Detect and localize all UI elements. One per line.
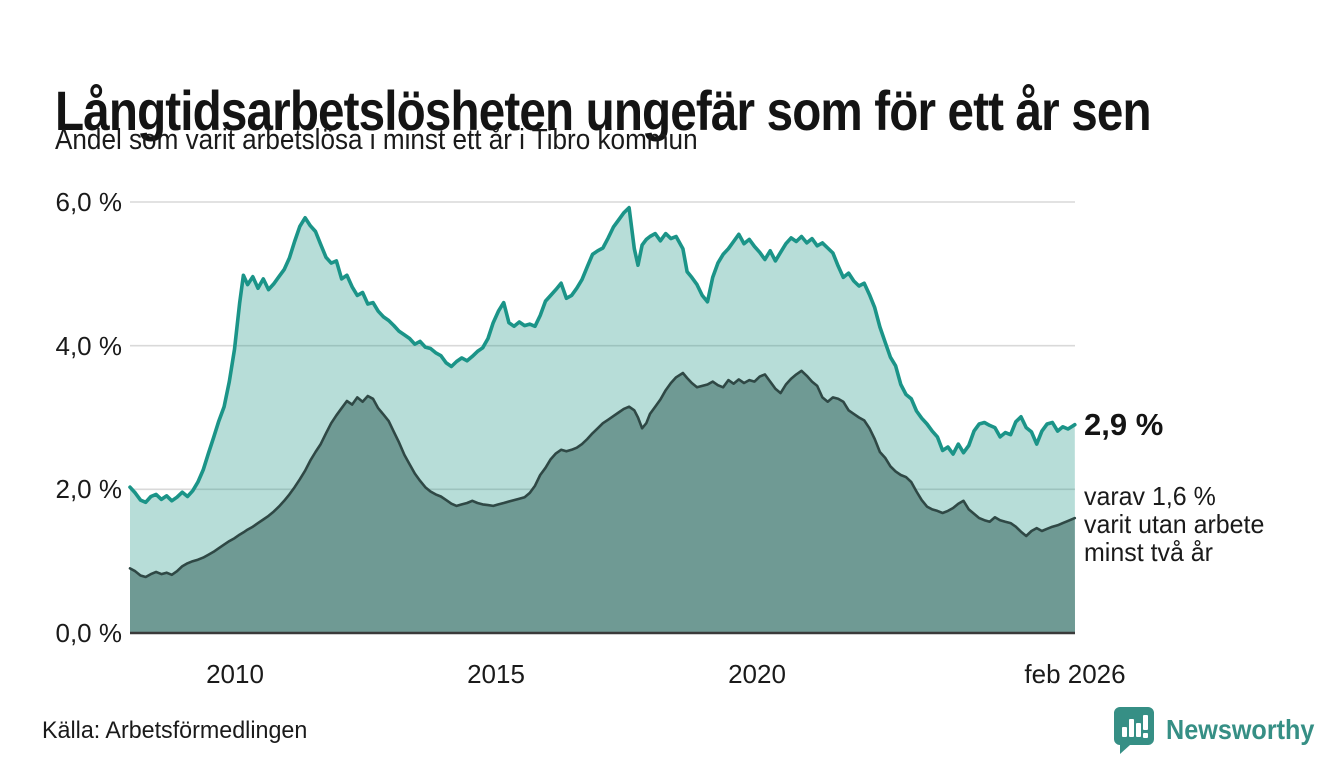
source-credit: Källa: Arbetsförmedlingen [42, 717, 308, 744]
line-minst-tva-ar [128, 369, 1077, 579]
newsworthy-logo-icon [1114, 707, 1154, 754]
y-tick-label-2: 2,0 % [55, 474, 123, 505]
y-tick-label-6: 6,0 % [55, 187, 123, 217]
area-minst-tva-ar [130, 370, 1075, 633]
x-tick-label-2010: 2010 [206, 659, 264, 689]
y-tick-label-4: 4,0 % [55, 330, 123, 361]
page-title: Långtidsarbetslösheten ungefär som för e… [55, 78, 1152, 142]
annotation-line-3: minst två år [1084, 537, 1213, 567]
annotation-line-2: varit utan arbete [1084, 509, 1265, 539]
x-tick-label-feb-2026: feb 2026 [1024, 659, 1126, 689]
x-tick-label-2020: 2020 [728, 659, 786, 689]
chart-subtitle: Andel som varit arbetslösa i minst ett å… [55, 124, 698, 156]
x-tick-label-2015: 2015 [467, 659, 525, 689]
line-minst-ett-ar [128, 205, 1077, 505]
annotation-line-1: varav 1,6 % [1084, 481, 1216, 511]
newsworthy-logo-text: Newsworthy [1166, 714, 1315, 745]
series2-end-annotation: varav 1,6 % varit utan arbete minst två … [1084, 482, 1264, 566]
y-tick-label-0: 0,0 % [55, 618, 123, 648]
series1-end-value-label: 2,9 % [1084, 407, 1164, 442]
newsworthy-logo: Newsworthy [1112, 704, 1331, 756]
